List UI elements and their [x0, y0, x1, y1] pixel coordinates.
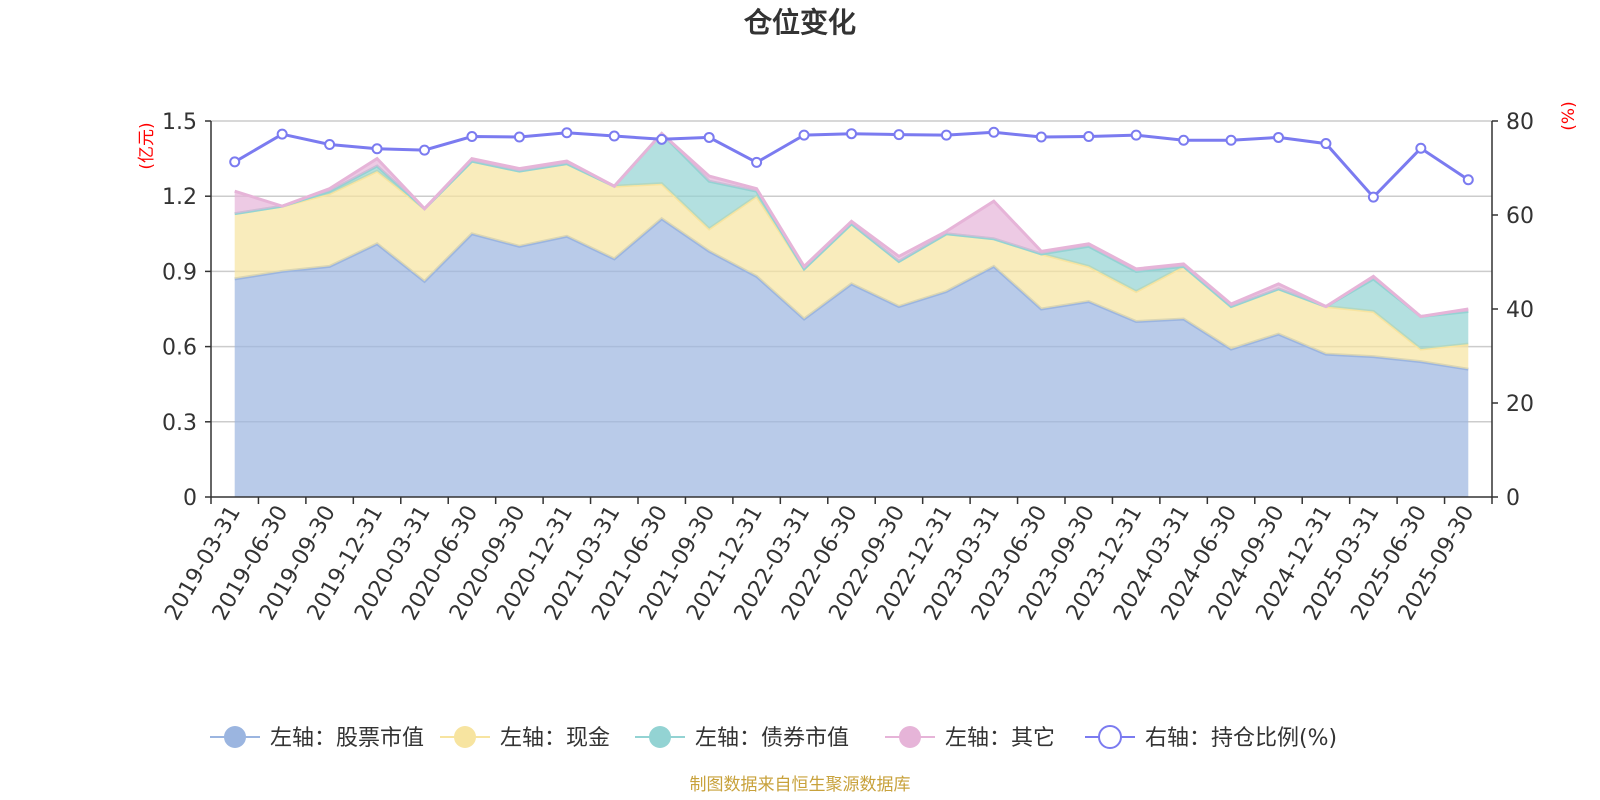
data-source-note: 制图数据来自恒生聚源数据库 [690, 775, 911, 795]
ratio-point [1178, 134, 1190, 146]
ratio-point [466, 131, 478, 143]
ratio-point [1320, 138, 1332, 150]
right-axis-tick-label: 60 [1506, 204, 1534, 229]
legend-label: 左轴：债券市值 [695, 726, 849, 751]
ratio-point [846, 128, 857, 140]
ratio-point [1367, 191, 1379, 203]
ratio-point [703, 131, 715, 143]
legend-label: 左轴：其它 [945, 726, 1055, 751]
area-2 [234, 161, 1469, 370]
legend-label: 左轴：现金 [500, 726, 610, 751]
ratio-point [893, 129, 905, 141]
legend-label: 左轴：股票市值 [270, 726, 424, 751]
ratio-point [276, 128, 288, 140]
legend-item: 左轴：债券市值 [635, 726, 849, 751]
left-axis-tick-label: 0 [183, 486, 197, 511]
area-1 [234, 218, 1469, 498]
right-axis-unit: (%) [1559, 101, 1579, 130]
legend-marker [224, 726, 246, 748]
ratio-point [371, 143, 383, 155]
legend-marker [649, 726, 671, 748]
ratio-point [1415, 142, 1427, 154]
right-axis-tick-label: 80 [1506, 110, 1534, 135]
left-axis-tick-label: 1.2 [162, 185, 197, 210]
right-axis-tick-label: 40 [1506, 298, 1534, 323]
ratio-line [233, 130, 1470, 200]
ratio-point [1225, 134, 1237, 146]
ratio-point [1273, 131, 1284, 143]
ratio-point [608, 130, 620, 142]
left-axis-tick-label: 0.6 [162, 336, 197, 361]
chart-title: 仓位变化 [744, 6, 856, 39]
ratio-point [324, 139, 336, 150]
legend-item: 右轴：持仓比例(%) [1085, 725, 1337, 751]
left-axis-tick-label: 1.5 [162, 110, 197, 135]
ratio-point [229, 156, 241, 168]
legend-item: 左轴：现金 [440, 726, 610, 751]
legend-marker [1098, 725, 1122, 749]
right-axis-tick-label: 0 [1506, 486, 1520, 511]
ratio-point [1035, 131, 1047, 143]
legend-marker [454, 726, 476, 748]
legend-label: 右轴：持仓比例(%) [1145, 726, 1337, 751]
ratio-point [513, 131, 525, 143]
ratio-line-series [229, 126, 1474, 203]
left-axis-tick-label: 0.9 [162, 260, 197, 285]
ratio-point [1130, 129, 1142, 141]
ratio-point [940, 129, 952, 141]
legend-marker [899, 726, 921, 748]
area-edge-4 [234, 131, 1469, 319]
legend-item: 左轴：其它 [885, 726, 1055, 751]
ratio-point [988, 126, 1000, 138]
legend: 左轴：股票市值 左轴：现金 左轴：债券市值 左轴：其它 右轴：持仓比例(%) [210, 725, 1337, 751]
legend-item: 左轴：股票市值 [210, 726, 424, 751]
right-axis-tick-label: 20 [1506, 392, 1534, 417]
ratio-point [798, 129, 810, 141]
ratio-point [751, 156, 763, 168]
ratio-point [1462, 174, 1474, 186]
left-axis-tick-label: 0.3 [162, 411, 197, 436]
ratio-point [419, 144, 430, 156]
ratio-point [561, 127, 573, 139]
stacked-areas [234, 131, 1469, 498]
ratio-point [656, 133, 668, 145]
left-axis-unit: (亿元) [137, 122, 157, 169]
ratio-point [1083, 131, 1095, 143]
